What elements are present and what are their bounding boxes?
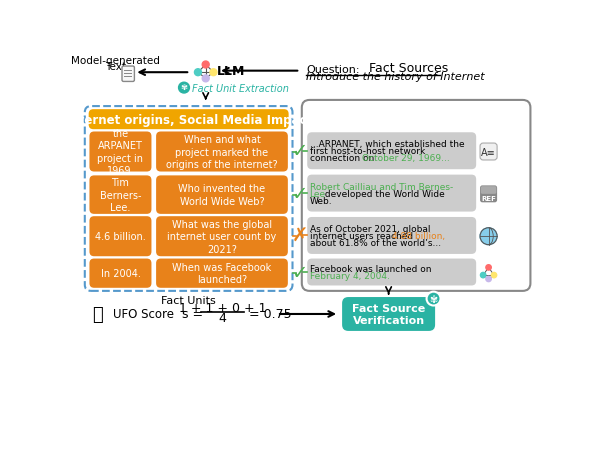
Text: ✾: ✾ [181, 84, 187, 93]
FancyBboxPatch shape [307, 133, 476, 170]
Circle shape [486, 265, 491, 270]
Text: ✓: ✓ [291, 263, 307, 282]
Text: Fact Sources: Fact Sources [369, 61, 448, 75]
Text: What was the global
internet user count by
2021?: What was the global internet user count … [167, 219, 277, 254]
FancyBboxPatch shape [156, 132, 288, 172]
Text: LLM: LLM [217, 65, 245, 78]
Circle shape [486, 277, 491, 282]
Text: When and what
project marked the
origins of the internet?: When and what project marked the origins… [166, 135, 278, 170]
Text: October 29, 1969...: October 29, 1969... [362, 154, 449, 163]
Text: Question:: Question: [306, 66, 360, 76]
FancyBboxPatch shape [307, 175, 476, 212]
FancyBboxPatch shape [156, 217, 288, 257]
Text: ✓: ✓ [291, 184, 307, 203]
Text: about 61.8% of the world’s...: about 61.8% of the world’s... [310, 238, 441, 248]
Text: 🛸: 🛸 [92, 305, 103, 323]
Circle shape [480, 228, 497, 245]
Text: A≡: A≡ [481, 147, 496, 157]
Text: ✾: ✾ [429, 294, 438, 304]
Text: ✓: ✓ [291, 142, 307, 161]
Text: the
ARPANET
project in
1969.: the ARPANET project in 1969. [97, 129, 144, 176]
Text: Web.: Web. [310, 196, 332, 205]
Text: When was Facebook
launched?: When was Facebook launched? [172, 263, 272, 285]
Text: connection on: connection on [310, 154, 377, 163]
Text: Text: Text [105, 62, 126, 72]
Circle shape [179, 83, 190, 94]
Text: Facebook was launched on: Facebook was launched on [310, 264, 431, 273]
FancyBboxPatch shape [89, 259, 152, 288]
FancyBboxPatch shape [307, 259, 476, 286]
Circle shape [202, 76, 209, 83]
FancyBboxPatch shape [89, 217, 152, 257]
FancyBboxPatch shape [89, 110, 289, 130]
FancyBboxPatch shape [89, 132, 152, 172]
FancyBboxPatch shape [481, 187, 496, 194]
Text: Lee: Lee [310, 189, 326, 198]
FancyBboxPatch shape [156, 259, 288, 288]
Text: February 4, 2004.: February 4, 2004. [310, 271, 390, 280]
Text: UFO Score: UFO Score [113, 308, 174, 321]
Text: Who invented the
World Wide Web?: Who invented the World Wide Web? [178, 184, 266, 207]
Circle shape [491, 273, 496, 278]
Text: REF: REF [481, 195, 496, 201]
Text: 4.6 billion.: 4.6 billion. [95, 232, 146, 242]
FancyBboxPatch shape [156, 176, 288, 214]
Text: Fact Unit Extraction: Fact Unit Extraction [191, 83, 289, 93]
Text: internet users reached: internet users reached [310, 232, 416, 240]
Text: s =: s = [182, 308, 204, 321]
Text: 1 + 1 + 0 + 1: 1 + 1 + 0 + 1 [179, 302, 266, 314]
Text: = 0.75: = 0.75 [249, 308, 292, 321]
FancyBboxPatch shape [480, 144, 497, 161]
Text: Fact Source
Verification: Fact Source Verification [352, 303, 425, 325]
Text: Fact Units: Fact Units [161, 295, 216, 305]
Text: ✗: ✗ [291, 227, 307, 245]
Text: In 2004.: In 2004. [100, 268, 140, 278]
FancyBboxPatch shape [480, 186, 497, 203]
Text: Internet origins, Social Media Impact: Internet origins, Social Media Impact [66, 113, 312, 126]
Circle shape [194, 70, 202, 76]
Text: As of October 2021, global: As of October 2021, global [310, 224, 430, 233]
FancyBboxPatch shape [342, 298, 435, 331]
Circle shape [480, 273, 486, 278]
FancyBboxPatch shape [307, 217, 476, 254]
Text: first host-to-host network: first host-to-host network [310, 147, 425, 156]
FancyBboxPatch shape [122, 67, 135, 82]
Circle shape [210, 70, 217, 76]
Text: Robert Cailliau and Tim Bernes-: Robert Cailliau and Tim Bernes- [310, 182, 453, 191]
Text: Introduce the history of Internet: Introduce the history of Internet [306, 72, 485, 82]
Text: ...ARPANET, which established the: ...ARPANET, which established the [310, 140, 464, 149]
Text: Model-generated: Model-generated [71, 56, 160, 66]
Text: developed the World Wide: developed the World Wide [322, 189, 445, 198]
Text: Tim
Berners-
Lee.: Tim Berners- Lee. [100, 178, 141, 212]
Circle shape [426, 292, 440, 306]
Text: 4: 4 [219, 312, 226, 324]
Text: 4.88 billion,: 4.88 billion, [392, 232, 445, 240]
Circle shape [202, 62, 209, 69]
FancyBboxPatch shape [89, 176, 152, 214]
